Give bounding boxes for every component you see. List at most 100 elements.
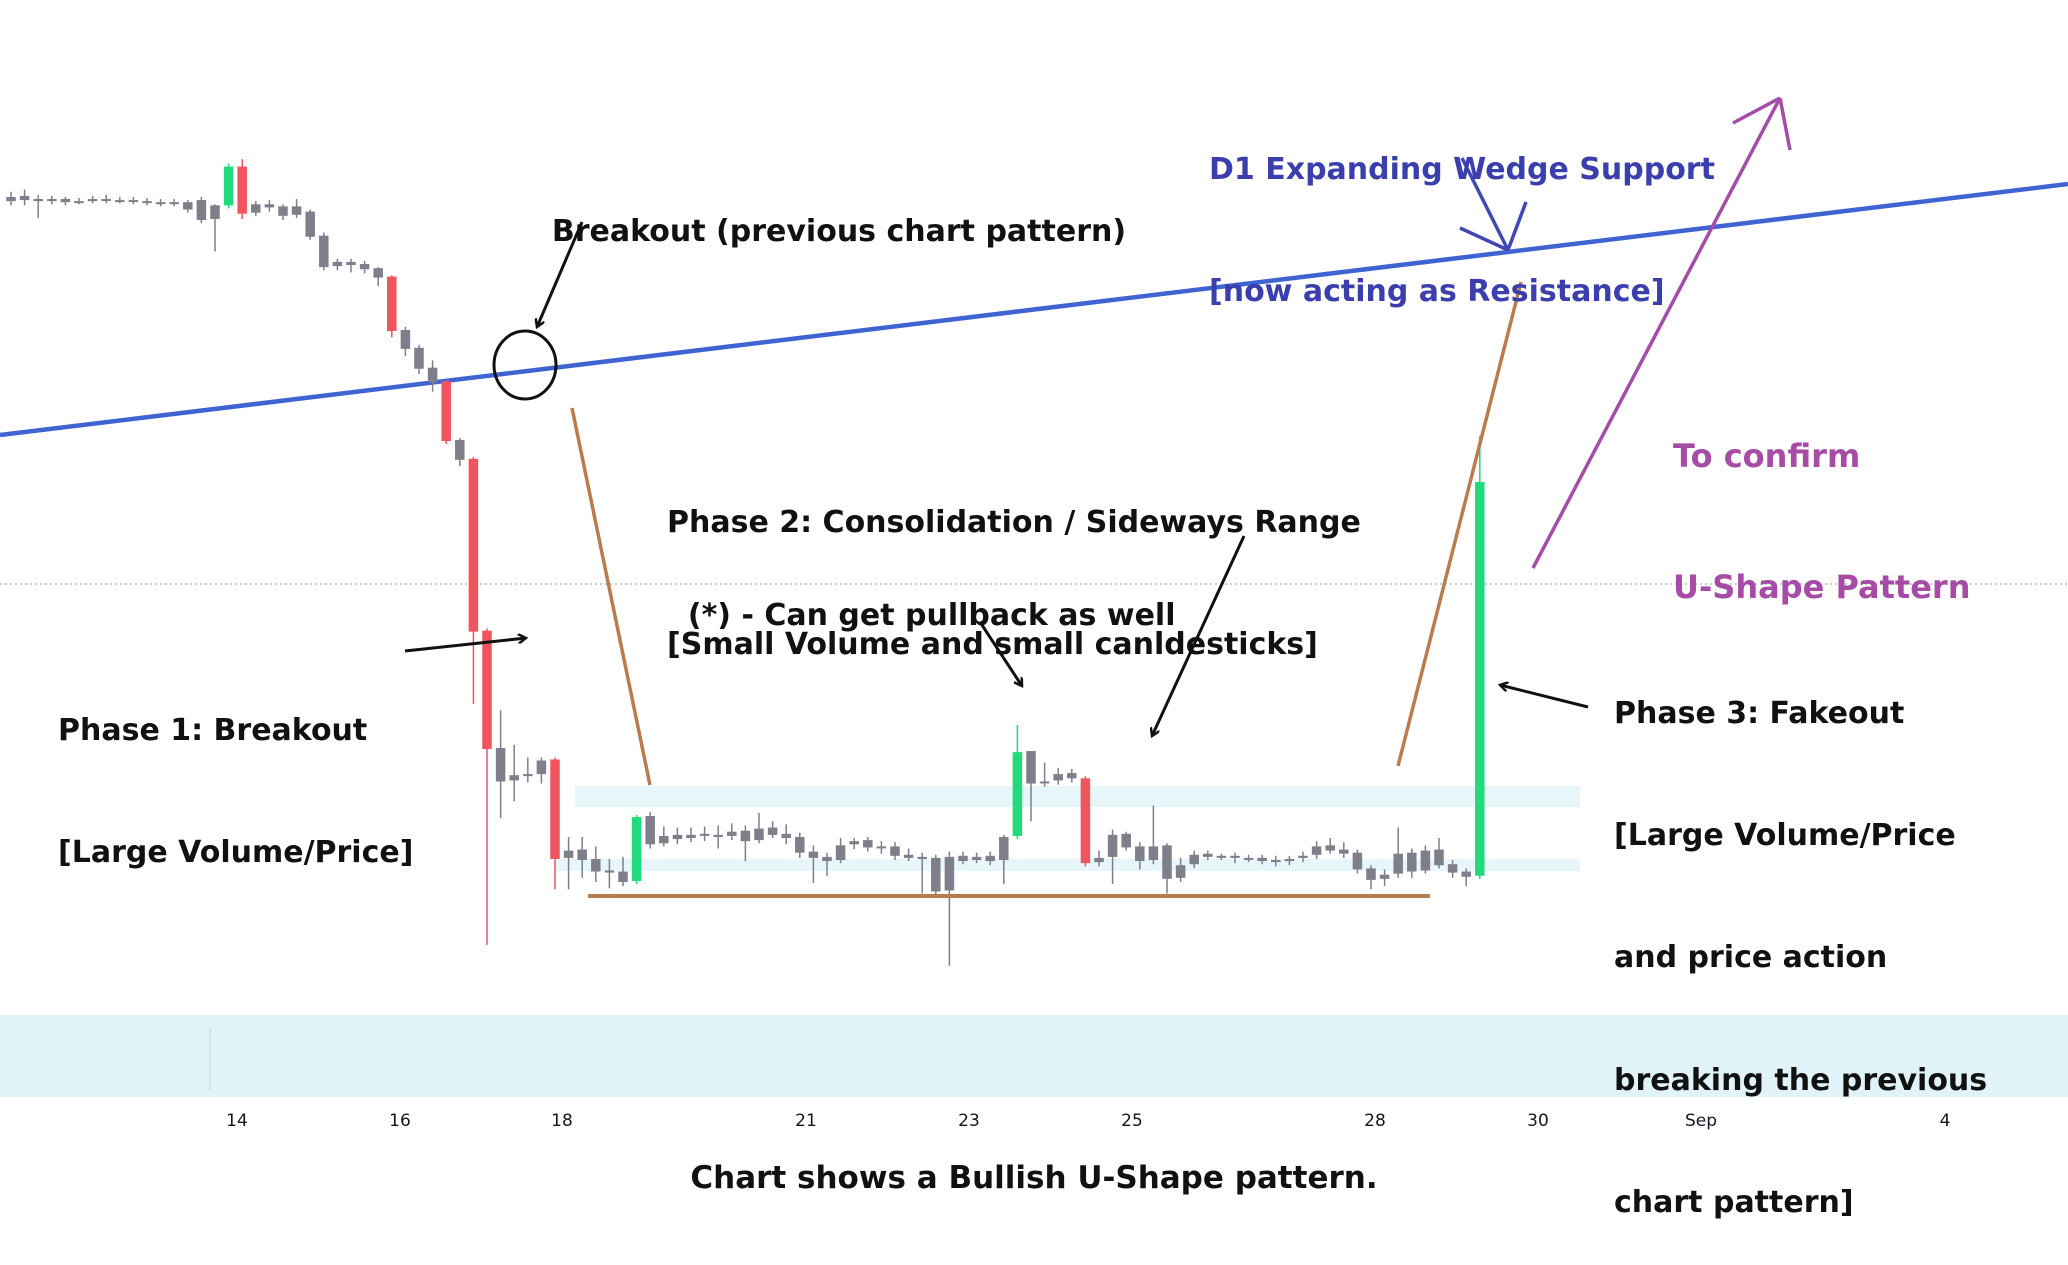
confirm-text-line2: U-Shape Pattern [1673, 567, 1971, 606]
candle [672, 827, 683, 845]
x-tick-label: 16 [389, 1111, 411, 1131]
candle-body [60, 199, 71, 203]
candle-body [346, 261, 356, 266]
range-band-bottom [555, 859, 1580, 871]
candle [373, 267, 383, 286]
candle-body [1067, 773, 1077, 779]
candle-body [427, 367, 438, 383]
candle [659, 826, 669, 847]
candle-body [1407, 852, 1417, 872]
candle-body [1216, 855, 1227, 858]
candle-body [495, 747, 506, 782]
candle [19, 189, 30, 206]
candle [536, 757, 547, 784]
candle-body [1189, 854, 1199, 865]
chart-caption: Chart shows a Bullish U-Shape pattern. [690, 1160, 1378, 1196]
candle [822, 852, 832, 876]
candle-body [441, 381, 451, 442]
candle-body [251, 204, 261, 213]
candle-body [1162, 845, 1172, 879]
candle-body [6, 196, 16, 202]
candle [1325, 838, 1335, 854]
candle [1298, 851, 1308, 863]
candle-body [1379, 874, 1390, 879]
x-tick-label: 21 [795, 1111, 817, 1131]
candle-body [577, 849, 587, 861]
x-tick-label: 28 [1364, 1111, 1386, 1131]
candle-body [1257, 857, 1267, 862]
candle-body [223, 166, 234, 206]
candle [60, 196, 71, 206]
candle-body [536, 760, 547, 775]
candle-body [1012, 752, 1023, 836]
candle [958, 851, 968, 865]
phase2-arrow [1152, 535, 1246, 736]
candle [74, 197, 84, 205]
candle-body [1135, 846, 1145, 862]
phase1-arrow [404, 638, 526, 653]
candle-body [278, 206, 288, 216]
candle-body [1271, 860, 1281, 863]
candle [631, 814, 642, 885]
x-tick-label: Sep [1685, 1111, 1717, 1131]
candle [1053, 767, 1063, 785]
candle-body [849, 841, 859, 845]
candle-body [740, 830, 751, 842]
candle-body [944, 856, 955, 891]
phase3-text-line5: chart pattern] [1614, 1185, 1854, 1221]
candle-body [1053, 774, 1063, 781]
candle [740, 825, 751, 862]
candle-body [563, 850, 574, 858]
candle [1475, 435, 1485, 879]
phase3-text-line4: breaking the previous [1614, 1062, 1988, 1098]
confirm-annotation: To confirm U-Shape Pattern [1673, 348, 1970, 653]
candle-body [387, 276, 397, 332]
candle [591, 846, 601, 883]
candle-body [414, 347, 424, 369]
candle-body [1352, 852, 1363, 870]
candle [1135, 842, 1145, 870]
x-tick-label: 23 [958, 1111, 980, 1131]
candle [944, 851, 955, 966]
candle [917, 852, 927, 894]
candle [1339, 842, 1349, 858]
candle [47, 195, 57, 205]
candle [1216, 853, 1227, 861]
candle [142, 197, 152, 206]
candle [1162, 843, 1172, 894]
candle-body [1366, 868, 1376, 880]
candle [1434, 838, 1444, 869]
candle [1026, 751, 1036, 822]
phase1-text-line1: Phase 1: Breakout [58, 712, 368, 748]
phase2-annotation: Phase 2: Consolidation / Sideways Range … [667, 421, 1361, 707]
candle [6, 191, 16, 206]
candle [359, 260, 370, 274]
candle-body [1311, 846, 1322, 855]
confirm-arrow [1531, 96, 1792, 569]
candle [1148, 805, 1159, 865]
candle [713, 825, 723, 849]
candle [767, 821, 778, 839]
candle-body [1243, 857, 1254, 860]
candle [1447, 860, 1458, 878]
candle [101, 194, 111, 204]
phase2-text-line2: [Small Volume and small canldesticks] [667, 626, 1318, 662]
candle [618, 856, 628, 887]
candle [876, 841, 887, 854]
candle-body [645, 816, 655, 845]
candle [903, 848, 914, 862]
candle-body [672, 834, 683, 840]
candle [890, 842, 900, 861]
candle-body [1039, 781, 1050, 784]
candle [1271, 855, 1281, 867]
candle-body [659, 835, 669, 844]
candle [455, 437, 465, 467]
candle [781, 824, 791, 845]
x-tick-label: 18 [551, 1111, 573, 1131]
candle-body [727, 831, 737, 836]
breakout-circle [492, 329, 558, 401]
candle [1039, 762, 1050, 787]
phase3-arrow [1500, 685, 1589, 709]
candle-body [19, 195, 30, 201]
candle [482, 628, 492, 945]
